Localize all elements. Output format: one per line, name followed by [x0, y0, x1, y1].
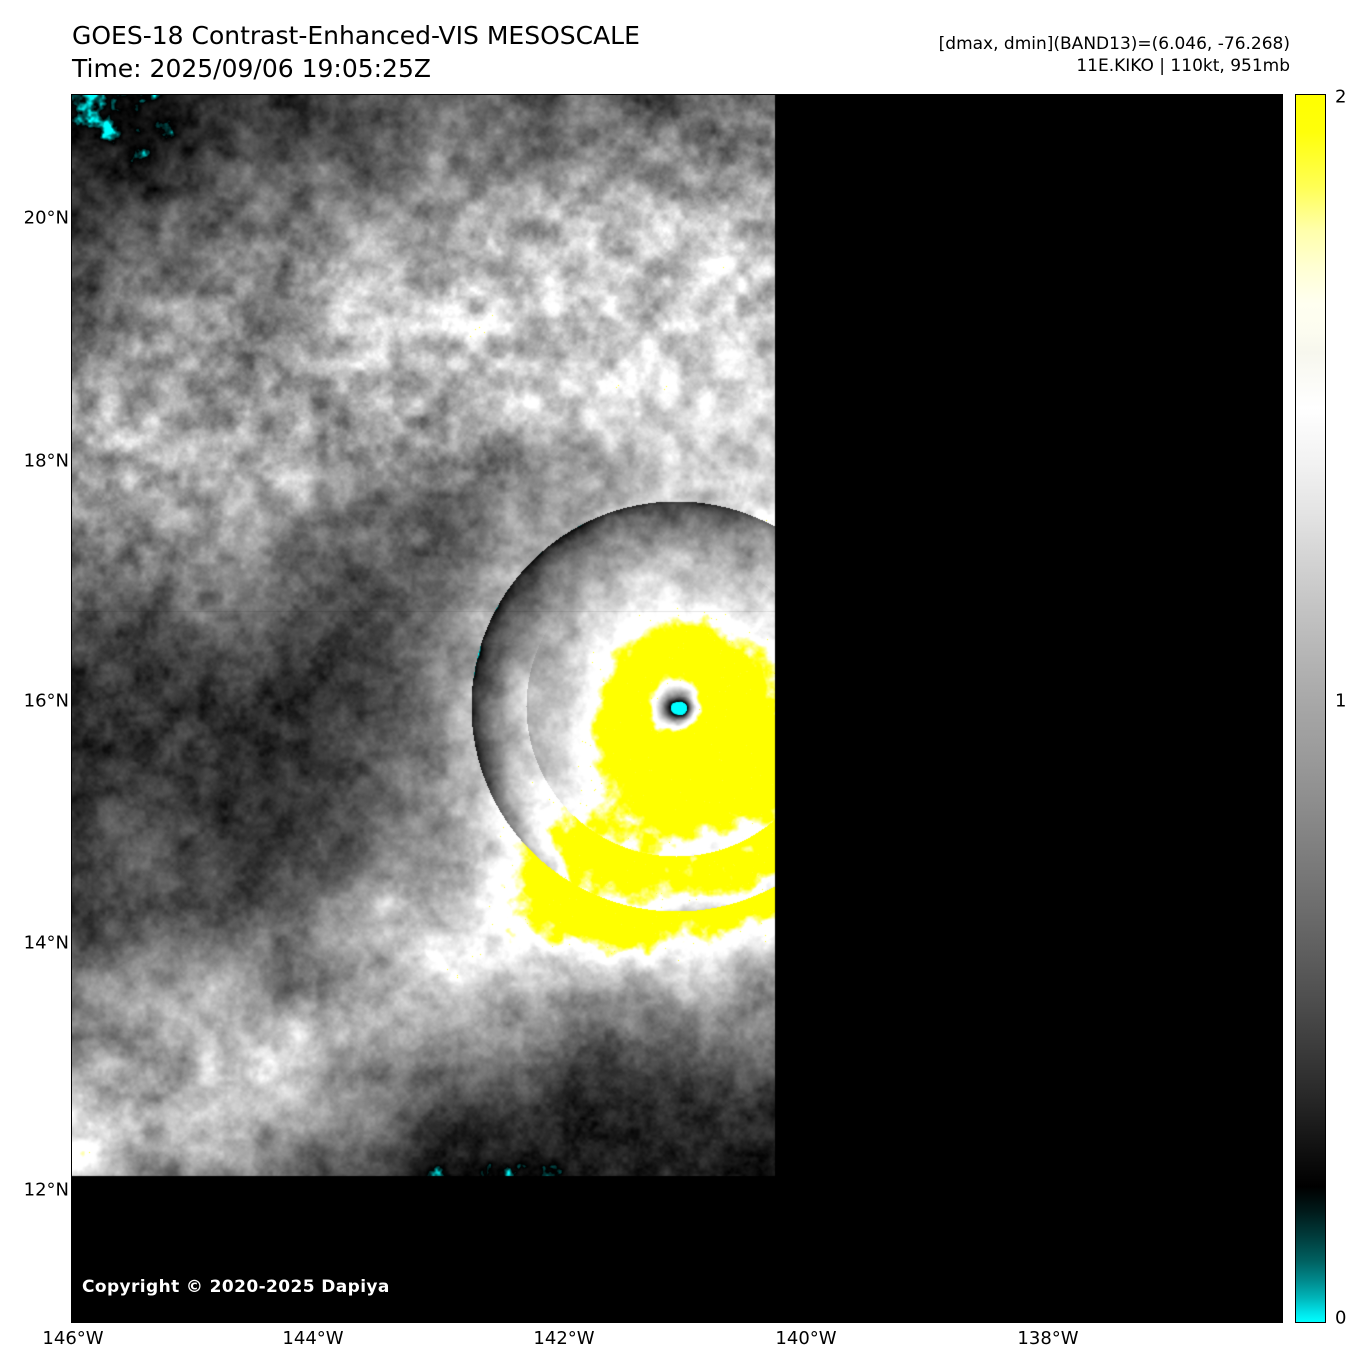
copyright-overlay: Copyright © 2020-2025 Dapiya [82, 1277, 390, 1297]
latitude-tick-label: 12°N [23, 1179, 69, 1201]
colorbar-tick-label: 1 [1335, 690, 1347, 712]
longitude-tick-label: 142°W [533, 1328, 595, 1349]
latitude-tick-label: 16°N [23, 690, 69, 712]
title-block: GOES-18 Contrast-Enhanced-VIS MESOSCALE … [72, 20, 640, 85]
longitude-tick-label: 144°W [282, 1328, 344, 1349]
colorbar-gradient [1295, 94, 1326, 1323]
latitude-tick-label: 18°N [23, 450, 69, 472]
timestamp-label: Time: 2025/09/06 19:05:25Z [72, 53, 431, 83]
longitude-tick-label: 140°W [775, 1328, 837, 1349]
page-title: GOES-18 Contrast-Enhanced-VIS MESOSCALE [72, 21, 640, 50]
storm-info-label: 11E.KIKO | 110kt, 951mb [1076, 56, 1290, 77]
satellite-imagery-canvas [72, 95, 1282, 1322]
colorbar-tick-label: 2 [1335, 86, 1347, 108]
colorbar: 2 1 0 [1295, 87, 1346, 1329]
data-range-label: [dmax, dmin](BAND13)=(6.046, -76.268) [938, 34, 1290, 54]
metadata-block: [dmax, dmin](BAND13)=(6.046, -76.268) 11… [939, 33, 1290, 78]
latitude-tick-label: 14°N [23, 932, 69, 954]
longitude-tick-label: 138°W [1017, 1328, 1079, 1349]
colorbar-tick-label: 0 [1335, 1307, 1347, 1329]
latitude-tick-label: 20°N [23, 207, 69, 229]
satellite-plot-area: Copyright © 2020-2025 Dapiya [71, 94, 1283, 1323]
longitude-tick-label: 146°W [42, 1328, 104, 1349]
